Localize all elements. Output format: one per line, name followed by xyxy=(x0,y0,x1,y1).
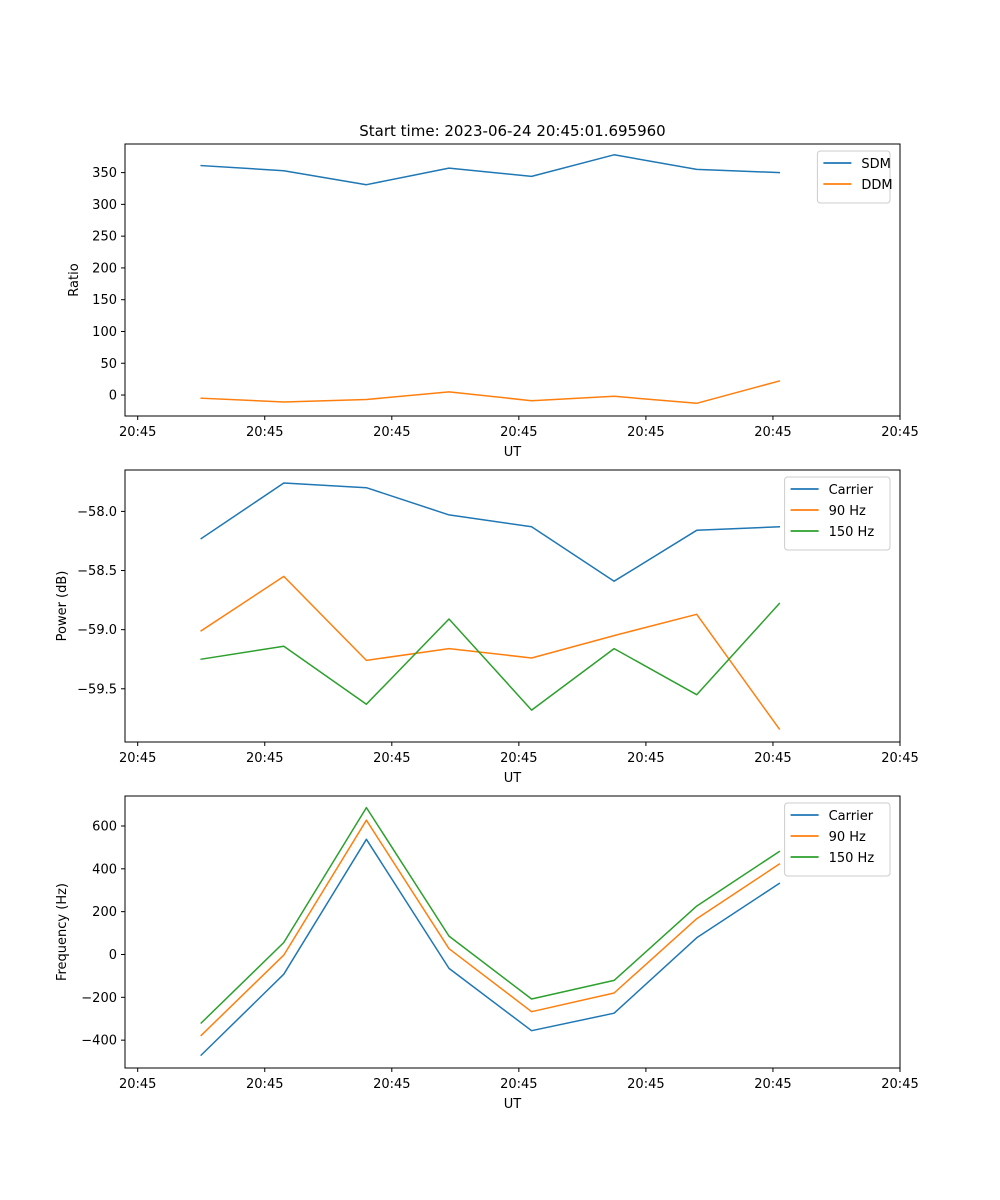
y-tick-label: −200 xyxy=(81,991,117,1006)
y-tick-label: 0 xyxy=(109,389,117,404)
x-tick-label: 20:45 xyxy=(119,425,156,440)
y-tick-label: −58.5 xyxy=(77,564,117,579)
x-tick-label: 20:45 xyxy=(373,425,410,440)
legend-label: Carrier xyxy=(829,483,874,498)
plot-area xyxy=(124,469,901,743)
x-tick-label: 20:45 xyxy=(627,751,664,766)
legend-label: 90 Hz xyxy=(829,504,866,519)
y-tick-label: 250 xyxy=(92,230,117,245)
legend-label: 150 Hz xyxy=(829,525,875,540)
y-tick-label: 200 xyxy=(92,905,117,920)
x-tick-label: 20:45 xyxy=(754,751,791,766)
y-tick-label: 200 xyxy=(92,261,117,276)
legend: Carrier 90 Hz 150 Hz xyxy=(784,476,891,551)
series-line-150-hz xyxy=(200,602,781,711)
x-tick-label: 20:45 xyxy=(500,1077,537,1092)
panel-ratio: 20:4520:4520:4520:4520:4520:4520:4520:46… xyxy=(67,143,919,460)
legend-label: 90 Hz xyxy=(829,830,866,845)
x-tick-label: 20:45 xyxy=(246,1077,283,1092)
series-line-90-hz xyxy=(200,575,781,731)
x-tick-label: 20:45 xyxy=(246,425,283,440)
y-axis-label: Ratio xyxy=(67,263,82,296)
y-tick-label: −59.5 xyxy=(77,682,117,697)
legend-label: Carrier xyxy=(829,809,874,824)
x-tick-label: 20:45 xyxy=(500,425,537,440)
y-tick-label: −400 xyxy=(81,1034,117,1049)
y-axis-label: Power (dB) xyxy=(55,571,70,642)
legend-frame xyxy=(816,150,891,204)
legend-label: SDM xyxy=(861,157,890,172)
series-line-carrier xyxy=(200,838,781,1057)
plot-area xyxy=(124,143,901,417)
x-tick-label: 20:45 xyxy=(119,1077,156,1092)
panel-frequency: 20:4520:4520:4520:4520:4520:4520:4520:46… xyxy=(55,795,919,1112)
x-axis-label: UT xyxy=(504,445,522,460)
series-line-90-hz xyxy=(200,819,781,1037)
y-tick-label: −59.0 xyxy=(77,623,117,638)
x-tick-label: 20:45 xyxy=(119,751,156,766)
x-tick-label: 20:45 xyxy=(754,1077,791,1092)
legend: SDM DDM xyxy=(816,150,893,204)
legend-label: 150 Hz xyxy=(829,851,875,866)
x-tick-label: 20:45 xyxy=(500,751,537,766)
y-tick-label: −58.0 xyxy=(77,505,117,520)
y-tick-label: 400 xyxy=(92,862,117,877)
y-tick-label: 0 xyxy=(109,948,117,963)
x-axis-label: UT xyxy=(504,1097,522,1112)
x-tick-label: 20:45 xyxy=(881,1077,918,1092)
y-tick-label: 150 xyxy=(92,293,117,308)
series-line-150-hz xyxy=(200,806,781,1025)
series-line-sdm xyxy=(200,154,781,186)
y-axis-label: Frequency (Hz) xyxy=(55,883,70,981)
y-tick-label: 50 xyxy=(100,357,117,372)
x-tick-label: 20:45 xyxy=(627,425,664,440)
x-tick-label: 20:45 xyxy=(373,751,410,766)
x-tick-label: 20:45 xyxy=(373,1077,410,1092)
legend: Carrier 90 Hz 150 Hz xyxy=(784,802,891,877)
x-tick-label: 20:45 xyxy=(754,425,791,440)
series-line-carrier xyxy=(200,482,781,582)
x-tick-label: 20:45 xyxy=(627,1077,664,1092)
series-line-ddm xyxy=(200,380,781,405)
x-tick-label: 20:45 xyxy=(881,751,918,766)
legend-label: DDM xyxy=(861,178,892,193)
y-tick-label: 300 xyxy=(92,198,117,213)
panel-power: 20:4520:4520:4520:4520:4520:4520:4520:46… xyxy=(55,469,919,786)
y-tick-label: 600 xyxy=(92,819,117,834)
figure-title: Start time: 2023-06-24 20:45:01.695960 xyxy=(359,122,665,140)
x-tick-label: 20:45 xyxy=(881,425,918,440)
y-tick-label: 100 xyxy=(92,325,117,340)
y-tick-label: 350 xyxy=(92,166,117,181)
x-axis-label: UT xyxy=(504,771,522,786)
x-tick-label: 20:45 xyxy=(246,751,283,766)
plot-area xyxy=(124,795,901,1069)
